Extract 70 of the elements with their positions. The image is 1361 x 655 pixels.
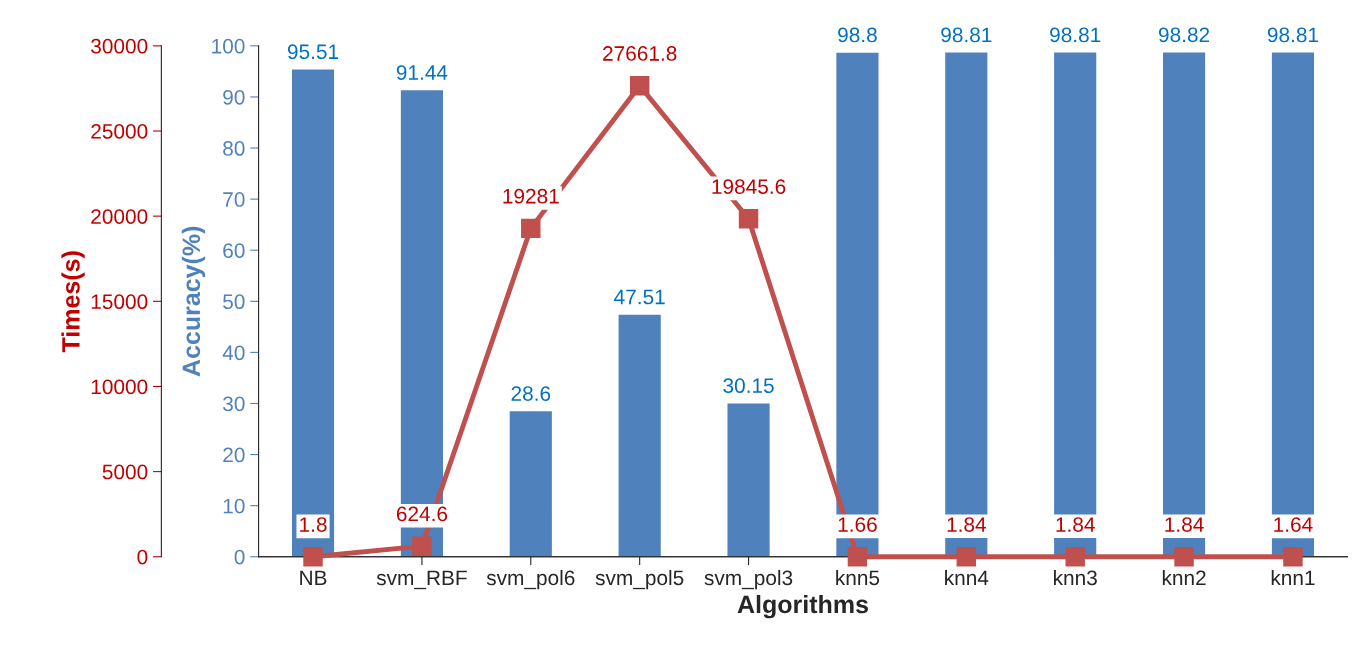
y-tick-label: 10: [223, 498, 245, 514]
point: [1065, 546, 1085, 567]
y2-tick-label: 10000: [91, 379, 148, 395]
data-label: 91.44: [396, 65, 448, 80]
y2-tick-label: 0: [137, 549, 148, 565]
bar: [617, 313, 663, 557]
data-label: 98.82: [1158, 27, 1210, 43]
y-tick-label: 30: [223, 396, 245, 412]
point: [521, 218, 541, 239]
y-tick-label: 100: [212, 38, 245, 54]
y-tick-label: 20: [223, 447, 245, 463]
point: [1174, 546, 1194, 567]
x-tick-label: NB: [300, 570, 327, 586]
data-label: 19845.6: [712, 179, 786, 194]
x-tick-label: knn3: [1054, 569, 1097, 586]
y-tick-label: 50: [223, 294, 245, 310]
data-label: 19281: [503, 188, 559, 204]
data-label: 1.84: [1165, 517, 1204, 532]
y2-tick-label: 20000: [91, 209, 148, 224]
y-tick-label: 60: [223, 243, 245, 258]
point: [847, 546, 868, 567]
data-label: 1.8: [300, 517, 327, 532]
x-tick-label: knn1: [1271, 569, 1315, 586]
data-label: 98.81: [1050, 27, 1101, 43]
x-tick-label: knn5: [836, 569, 880, 586]
point: [956, 546, 977, 567]
bar: [1161, 51, 1207, 557]
data-label: 47.51: [614, 289, 665, 305]
x-tick-label: svm_RBF: [376, 570, 467, 590]
y2-tick-label: 15000: [91, 294, 148, 310]
data-label: 30.15: [723, 378, 774, 394]
bar: [1270, 51, 1316, 557]
y2-tick-label: 25000: [91, 124, 148, 139]
x-axis-title: Algorithms: [737, 594, 868, 619]
y-tick-label: 0: [234, 549, 245, 565]
point: [1283, 546, 1303, 567]
data-label: 98.81: [1267, 27, 1318, 43]
y2-axis-title: Times(s): [61, 251, 85, 353]
data-label: 28.6: [511, 386, 551, 401]
data-label: 1.64: [1274, 517, 1313, 532]
y-tick-label: 80: [223, 141, 245, 156]
point: [303, 546, 323, 567]
data-label: 1.66: [838, 517, 877, 532]
data-label: 27661.8: [603, 46, 677, 61]
bar: [943, 51, 989, 557]
y-tick-label: 40: [222, 345, 245, 361]
bar: [290, 68, 336, 557]
y-tick-label: 90: [223, 89, 245, 105]
bar: [834, 51, 880, 557]
x-tick-label: svm_pol3: [704, 569, 793, 590]
point: [629, 75, 650, 96]
x-tick-label: svm_pol5: [595, 569, 684, 590]
y2-tick-label: 30000: [91, 38, 148, 54]
point: [738, 209, 759, 229]
y-tick-label: 70: [223, 192, 245, 207]
bar: [1052, 51, 1098, 557]
data-label: 98.8: [838, 27, 877, 43]
x-tick-label: knn4: [945, 569, 989, 586]
point: [412, 536, 432, 556]
x-tick-label: knn2: [1162, 569, 1206, 586]
data-label: 98.81: [941, 27, 992, 43]
y-axis-title: Accuracy(%): [181, 226, 206, 377]
x-tick-label: svm_pol6: [486, 569, 575, 590]
data-label: 95.51: [287, 44, 339, 60]
data-label: 1.84: [947, 517, 986, 532]
bar: [726, 402, 772, 557]
data-label: 1.84: [1056, 517, 1095, 532]
data-label: 624.6: [396, 506, 448, 522]
bar: [508, 409, 554, 557]
y2-tick-label: 5000: [102, 464, 148, 480]
